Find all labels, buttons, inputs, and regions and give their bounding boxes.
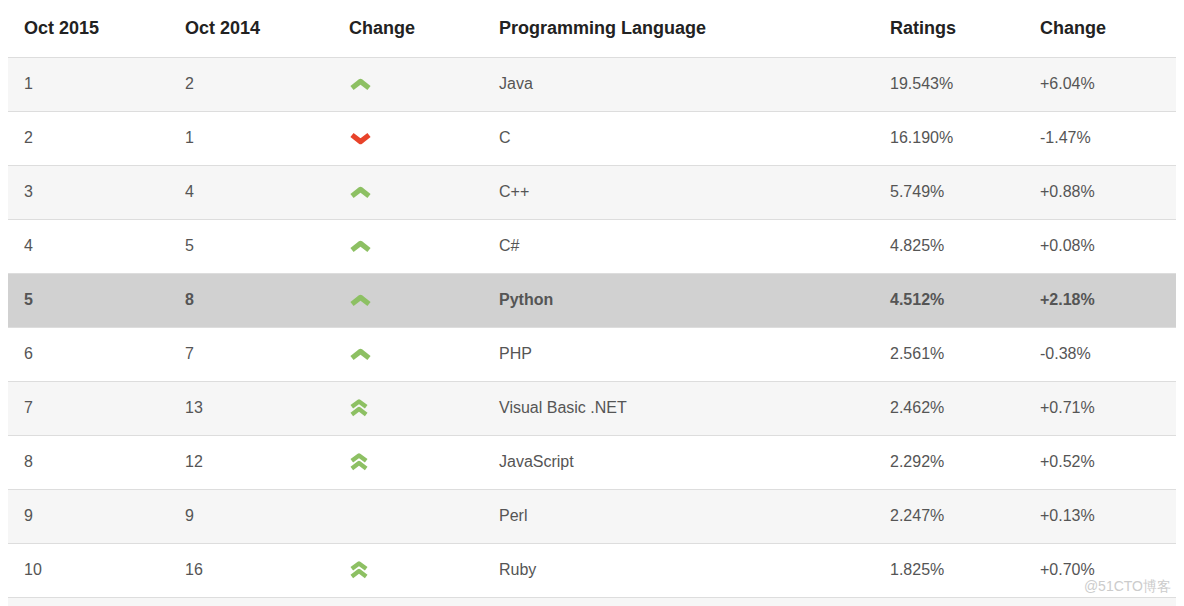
- rank-2015-cell: 8: [8, 435, 169, 489]
- table-row: 58 Python4.512%+2.18%: [8, 273, 1176, 327]
- rank-2015-cell: 9: [8, 489, 169, 543]
- ratings-cell: 2.292%: [874, 435, 1024, 489]
- up-arrow-icon: [349, 294, 372, 307]
- language-cell: PHP: [483, 327, 874, 381]
- change-percent-cell: +2.18%: [1024, 273, 1176, 327]
- rank-2015-cell: 2: [8, 111, 169, 165]
- rank-2014-cell: 13: [169, 381, 333, 435]
- rank-2015-cell: 6: [8, 327, 169, 381]
- watermark: @51CTO博客: [1084, 578, 1171, 596]
- change-percent-cell: +0.52%: [1024, 435, 1176, 489]
- header-oct-2014: Oct 2014: [169, 0, 333, 57]
- table-row: 713 Visual Basic .NET2.462%+0.71%: [8, 381, 1176, 435]
- table-row: 99 Perl2.247%+0.13%: [8, 489, 1176, 543]
- language-cell: C++: [483, 165, 874, 219]
- language-cell: C: [483, 111, 874, 165]
- change-percent-cell: +0.88%: [1024, 165, 1176, 219]
- change-arrow-cell: [333, 435, 483, 489]
- rank-2015-cell: 3: [8, 165, 169, 219]
- change-arrow-cell: [333, 381, 483, 435]
- ratings-cell: 4.512%: [874, 273, 1024, 327]
- header-change-position: Change: [333, 0, 483, 57]
- header-ratings: Ratings: [874, 0, 1024, 57]
- rank-2015-cell: 1: [8, 57, 169, 111]
- change-arrow-cell: [333, 273, 483, 327]
- change-arrow-cell: [333, 219, 483, 273]
- language-cell: C#: [483, 219, 874, 273]
- up-arrow-icon: [349, 240, 372, 253]
- up-arrow-icon: [349, 186, 372, 199]
- double-up-arrow-icon: [349, 399, 369, 417]
- ratings-cell: 16.190%: [874, 111, 1024, 165]
- header-programming-language: Programming Language: [483, 0, 874, 57]
- change-percent-cell: -1.47%: [1024, 111, 1176, 165]
- table-row: 67 PHP2.561%-0.38%: [8, 327, 1176, 381]
- table-row: 34 C++5.749%+0.88%: [8, 165, 1176, 219]
- rank-2014-cell: 9: [169, 489, 333, 543]
- change-arrow-cell: [333, 165, 483, 219]
- change-arrow-cell: [333, 57, 483, 111]
- partial-row-cell: [8, 597, 1176, 606]
- rank-2014-cell: 4: [169, 165, 333, 219]
- ratings-cell: 5.749%: [874, 165, 1024, 219]
- change-percent-cell: +0.71%: [1024, 381, 1176, 435]
- page: Oct 2015 Oct 2014 Change Programming Lan…: [0, 0, 1184, 606]
- rank-2015-cell: 10: [8, 543, 169, 597]
- rank-2014-cell: 1: [169, 111, 333, 165]
- ratings-cell: 4.825%: [874, 219, 1024, 273]
- language-cell: Visual Basic .NET: [483, 381, 874, 435]
- up-arrow-icon: [349, 78, 372, 91]
- language-cell: Python: [483, 273, 874, 327]
- change-percent-cell: +0.13%: [1024, 489, 1176, 543]
- rank-2015-cell: 4: [8, 219, 169, 273]
- change-arrow-cell: [333, 543, 483, 597]
- double-up-arrow-icon: [349, 561, 369, 579]
- table-row: 45 C#4.825%+0.08%: [8, 219, 1176, 273]
- rank-2014-cell: 12: [169, 435, 333, 489]
- table-header-row: Oct 2015 Oct 2014 Change Programming Lan…: [8, 0, 1176, 57]
- rank-2015-cell: 5: [8, 273, 169, 327]
- language-cell: Perl: [483, 489, 874, 543]
- ratings-cell: 2.561%: [874, 327, 1024, 381]
- change-percent-cell: +6.04%: [1024, 57, 1176, 111]
- language-cell: Java: [483, 57, 874, 111]
- language-cell: Ruby: [483, 543, 874, 597]
- change-arrow-cell: [333, 111, 483, 165]
- table-row: 12 Java19.543%+6.04%: [8, 57, 1176, 111]
- table-row: 1016Ruby1.825%+0.70%: [8, 543, 1176, 597]
- up-arrow-icon: [349, 348, 372, 361]
- rank-2014-cell: 2: [169, 57, 333, 111]
- partial-row: [8, 597, 1176, 606]
- rank-2014-cell: 16: [169, 543, 333, 597]
- ratings-cell: 2.247%: [874, 489, 1024, 543]
- ratings-cell: 1.825%: [874, 543, 1024, 597]
- header-change-ratings: Change: [1024, 0, 1176, 57]
- change-arrow-cell: [333, 327, 483, 381]
- change-arrow-cell: [333, 489, 483, 543]
- rank-2014-cell: 5: [169, 219, 333, 273]
- rank-2015-cell: 7: [8, 381, 169, 435]
- double-up-arrow-icon: [349, 453, 369, 471]
- header-oct-2015: Oct 2015: [8, 0, 169, 57]
- rank-2014-cell: 8: [169, 273, 333, 327]
- change-percent-cell: -0.38%: [1024, 327, 1176, 381]
- ratings-cell: 2.462%: [874, 381, 1024, 435]
- rank-2014-cell: 7: [169, 327, 333, 381]
- table-body: 12 Java19.543%+6.04% 21 C16.190%-1.47% 34 C++…: [8, 57, 1176, 606]
- change-percent-cell: +0.08%: [1024, 219, 1176, 273]
- table-row: 812 JavaScript2.292%+0.52%: [8, 435, 1176, 489]
- ratings-cell: 19.543%: [874, 57, 1024, 111]
- language-cell: JavaScript: [483, 435, 874, 489]
- table-row: 21 C16.190%-1.47%: [8, 111, 1176, 165]
- tiobe-index-table: Oct 2015 Oct 2014 Change Programming Lan…: [8, 0, 1176, 606]
- down-arrow-icon: [349, 132, 372, 145]
